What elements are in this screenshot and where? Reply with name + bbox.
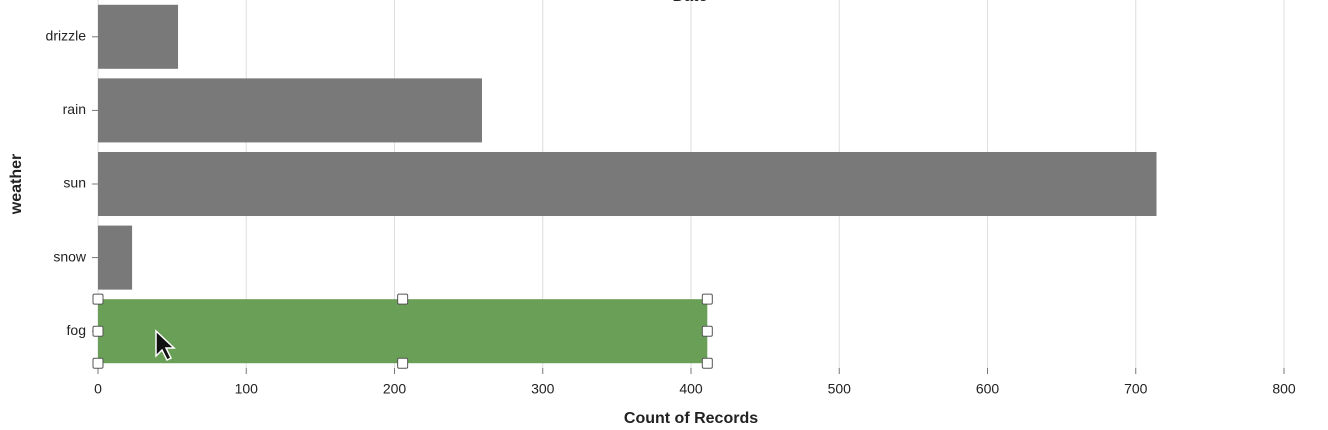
bar [98,78,482,143]
labels: 0 100 200 300 400 500 600 700 800 drizzle rain sun s… [46,28,1296,397]
bar [98,299,708,364]
x-tick-label: 400 [679,381,703,397]
x-tick-label: 500 [828,381,852,397]
resize-handle[interactable] [397,357,409,369]
selection-handles[interactable] [92,293,713,369]
x-tick-label: 700 [1124,381,1148,397]
bar [98,225,133,290]
x-tick-label: 800 [1272,381,1296,397]
x-tick-label: 0 [94,381,102,397]
resize-handle[interactable] [92,357,104,369]
y-tick-label: drizzle [46,28,87,44]
resize-handle[interactable] [92,293,104,305]
y-tick-label: sun [63,175,86,191]
y-axis-title: weather [8,154,25,215]
resize-handle[interactable] [397,293,409,305]
x-tick-label: 100 [235,381,259,397]
x-tick-label: 600 [976,381,1000,397]
y-tick-label: fog [67,322,86,338]
chart-title: Date [673,0,708,5]
y-tick-label: snow [53,248,87,264]
x-tick-label: 200 [383,381,407,397]
y-tick-label: rain [63,101,86,117]
resize-handle[interactable] [701,325,713,337]
resize-handle[interactable] [701,293,713,305]
resize-handle[interactable] [701,357,713,369]
bar [98,151,1157,217]
bars [98,4,1157,364]
bar [98,4,179,69]
x-axis-title: Count of Records [624,410,758,427]
mouse-cursor [155,329,176,362]
x-tick-label: 300 [531,381,555,397]
resize-handle[interactable] [92,325,104,337]
